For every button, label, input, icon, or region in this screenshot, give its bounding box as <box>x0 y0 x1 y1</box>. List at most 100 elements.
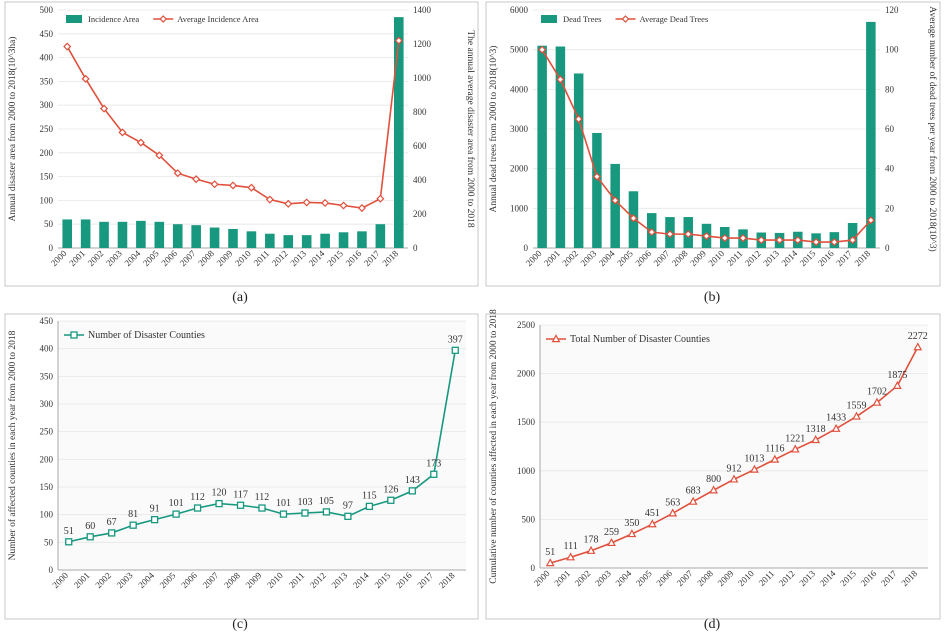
series-point <box>302 198 311 207</box>
legend: Number of Disaster Counties <box>64 330 205 341</box>
y-tick-label: 6000 <box>510 5 529 15</box>
series-point <box>607 537 616 547</box>
data-label: 91 <box>150 504 160 515</box>
y-tick-label: 200 <box>40 454 54 464</box>
y-tick-label: 1000 <box>510 203 529 213</box>
series-point <box>538 45 547 54</box>
series-point <box>684 230 693 239</box>
series-point <box>647 519 657 528</box>
series-point <box>172 510 180 518</box>
series-point <box>65 538 73 546</box>
y-tick-label: 450 <box>40 316 54 326</box>
series-point <box>451 346 459 354</box>
series-point <box>215 499 223 508</box>
data-label: 1318 <box>806 424 826 435</box>
bar <box>537 45 547 249</box>
bar <box>338 232 349 248</box>
data-label: 451 <box>645 508 660 519</box>
y-tick-label: 350 <box>40 76 54 86</box>
series-point <box>173 169 182 178</box>
bar <box>394 17 404 248</box>
series-point <box>709 485 718 494</box>
panel-frame <box>4 1 479 287</box>
data-label: 103 <box>297 497 312 508</box>
y-tick-label: 300 <box>40 100 54 110</box>
data-label: 51 <box>64 526 74 537</box>
legend-swatch-bar <box>66 15 82 23</box>
y2-tick-label: 1200 <box>413 39 432 49</box>
series-point <box>301 509 309 517</box>
data-label: 350 <box>624 518 639 529</box>
series-point <box>322 508 331 516</box>
y2-tick-label: 40 <box>885 164 895 174</box>
series-point <box>321 198 330 207</box>
y-tick-label: 450 <box>40 29 54 39</box>
data-label: 800 <box>706 474 721 485</box>
series-point <box>228 181 238 190</box>
y-tick-label: 0 <box>531 563 536 573</box>
data-label: 397 <box>448 334 463 345</box>
bar <box>246 231 257 248</box>
data-label: 912 <box>727 463 742 474</box>
data-label: 1013 <box>744 454 764 465</box>
bar <box>172 224 183 248</box>
series-point <box>665 230 675 239</box>
legend-label: Dead Trees <box>563 14 601 24</box>
series-point <box>376 194 385 203</box>
data-label: 115 <box>362 490 377 501</box>
series-point <box>136 138 145 147</box>
legend: Dead Trees Average Dead Trees <box>541 14 708 24</box>
data-label: 117 <box>233 489 248 500</box>
series-point <box>720 234 729 243</box>
data-label: 67 <box>107 517 117 528</box>
y-tick-label: 50 <box>44 219 54 229</box>
legend-marker <box>621 15 630 23</box>
y2-tick-label: 400 <box>413 175 427 185</box>
bar <box>847 223 858 248</box>
series-point <box>668 508 678 517</box>
series-point <box>611 196 620 205</box>
series-point <box>545 558 555 567</box>
series-point <box>627 529 637 538</box>
bar <box>283 235 294 248</box>
y-tick-label: 0 <box>524 243 529 253</box>
legend-label: Average Incidence Area <box>177 14 259 24</box>
y-tick-label: 200 <box>40 148 54 158</box>
data-label: 259 <box>604 527 619 538</box>
series-point <box>647 228 656 237</box>
series-point <box>430 470 438 478</box>
panel-caption: (d) <box>704 617 721 632</box>
series-point <box>811 435 821 444</box>
series-point <box>702 232 711 241</box>
y-tick-label: 2500 <box>517 320 536 330</box>
series-point <box>775 236 784 245</box>
data-label: 111 <box>563 541 577 552</box>
series-point <box>913 342 923 351</box>
bar <box>555 46 566 248</box>
y2-tick-label: 20 <box>885 203 895 213</box>
data-label: 101 <box>276 498 291 509</box>
y-tick-label: 50 <box>44 537 54 547</box>
y-axis-label: Annual dead trees from 2000 to 2018(10^3… <box>488 46 499 213</box>
series-point <box>770 454 780 463</box>
series-point <box>556 75 565 84</box>
data-label: 120 <box>212 488 227 499</box>
series-point <box>236 501 245 509</box>
bar <box>320 233 330 248</box>
bar <box>191 225 201 248</box>
data-label: 1221 <box>785 433 805 444</box>
y-tick-label: 100 <box>40 510 54 520</box>
series-point <box>830 238 839 247</box>
y2-tick-label: 80 <box>885 84 895 94</box>
series-point <box>279 510 288 518</box>
panel-caption: (a) <box>232 290 248 305</box>
series-point <box>118 128 127 137</box>
legend-label: Total Number of Disaster Counties <box>570 334 710 345</box>
series-point <box>258 504 266 512</box>
series-point <box>688 496 698 505</box>
y-tick-label: 400 <box>40 53 54 63</box>
panel-caption: (b) <box>704 290 721 305</box>
